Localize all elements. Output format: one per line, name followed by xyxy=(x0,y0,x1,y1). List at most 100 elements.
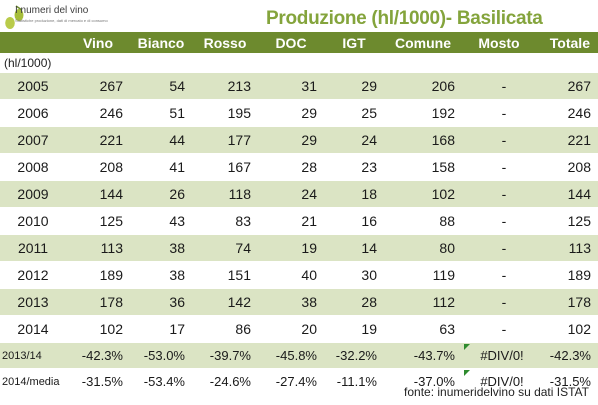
value-cell: #DIV/0! xyxy=(462,342,536,369)
page-title: Produzione (hl/1000)- Basilicata xyxy=(266,8,543,29)
value-cell: 151 xyxy=(192,261,258,289)
value-cell: 213 xyxy=(192,72,258,100)
value-cell: 51 xyxy=(130,99,192,127)
value-cell: -37.0% xyxy=(384,368,462,394)
value-cell: -42.3% xyxy=(536,342,598,369)
value-cell: 83 xyxy=(192,207,258,235)
table-row: 2014 102 17 86 20 19 63-102 xyxy=(0,315,598,343)
grape-logo-icon xyxy=(5,5,24,29)
value-cell: 178 xyxy=(66,288,130,316)
value-cell: 167 xyxy=(192,153,258,181)
value-cell: 44 xyxy=(130,126,192,154)
source-note: fonte: inumeridelvino su dati ISTAT xyxy=(404,385,589,399)
row-label-cell: 2006 xyxy=(0,99,66,127)
value-cell: 119 xyxy=(384,261,462,289)
value-cell: - xyxy=(462,207,536,235)
logo-title: I numeri del vino xyxy=(15,5,89,16)
column-header: DOC xyxy=(258,32,324,53)
value-cell: -32.2% xyxy=(324,342,384,369)
value-cell: 102 xyxy=(536,315,598,343)
value-cell: 118 xyxy=(192,180,258,208)
error-value: #DIV/0! xyxy=(480,348,524,363)
table-row: 2011 113 38 74 19 14 80-113 xyxy=(0,234,598,262)
column-header: Bianco xyxy=(130,32,192,53)
value-cell: 63 xyxy=(384,315,462,343)
value-cell: 125 xyxy=(536,207,598,235)
value-cell: 168 xyxy=(384,126,462,154)
value-cell: 221 xyxy=(536,126,598,154)
error-indicator-icon xyxy=(464,344,470,350)
value-cell: 19 xyxy=(324,315,384,343)
value-cell: 14 xyxy=(324,234,384,262)
column-header: Vino xyxy=(66,32,130,53)
value-cell: 206 xyxy=(384,72,462,100)
value-cell: 36 xyxy=(130,288,192,316)
value-cell: 54 xyxy=(130,72,192,100)
value-cell: - xyxy=(462,99,536,127)
unit-row: (hl/1000) xyxy=(0,53,598,73)
value-cell: 26 xyxy=(130,180,192,208)
table-row: 2012 189 38 151 40 30 119-189 xyxy=(0,261,598,289)
change-row: 2013/14 -42.3% -53.0% -39.7% -45.8% -32.2% -43… xyxy=(0,342,598,369)
value-cell: -31.5% xyxy=(536,368,598,394)
value-cell: - xyxy=(462,234,536,262)
value-cell: -11.1% xyxy=(324,368,384,394)
value-cell: 38 xyxy=(258,288,324,316)
value-cell: - xyxy=(462,315,536,343)
value-cell: - xyxy=(462,72,536,100)
table-row: 2005 267 54 213 31 29 206-267 xyxy=(0,72,598,100)
row-label-cell: 2009 xyxy=(0,180,66,208)
column-header xyxy=(0,32,66,53)
value-cell: 19 xyxy=(258,234,324,262)
value-cell: -27.4% xyxy=(258,368,324,394)
value-cell: 125 xyxy=(66,207,130,235)
value-cell: -24.6% xyxy=(192,368,258,394)
column-header: Mosto xyxy=(462,32,536,53)
value-cell: -43.7% xyxy=(384,342,462,369)
value-cell: - xyxy=(462,261,536,289)
value-cell: -53.0% xyxy=(130,342,192,369)
table-row: 2013 178 36 142 38 28 112-178 xyxy=(0,288,598,316)
value-cell: 113 xyxy=(66,234,130,262)
value-cell: 28 xyxy=(324,288,384,316)
row-label-cell: 2007 xyxy=(0,126,66,154)
column-header: IGT xyxy=(324,32,384,53)
value-cell: 158 xyxy=(384,153,462,181)
table-row: 2007 221 44 177 29 24 168-221 xyxy=(0,126,598,154)
change-row: 2014/media -31.5% -53.4% -24.6% -27.4% -11.1%… xyxy=(0,368,598,394)
value-cell: 21 xyxy=(258,207,324,235)
row-label-cell: 2005 xyxy=(0,72,66,100)
table-row: 2010 125 43 83 21 16 88-125 xyxy=(0,207,598,235)
value-cell: 43 xyxy=(130,207,192,235)
row-label-cell: 2012 xyxy=(0,261,66,289)
value-cell: 20 xyxy=(258,315,324,343)
value-cell: #DIV/0! xyxy=(462,368,536,394)
value-cell: 189 xyxy=(66,261,130,289)
value-cell: 102 xyxy=(66,315,130,343)
value-cell: 29 xyxy=(324,72,384,100)
value-cell: 221 xyxy=(66,126,130,154)
value-cell: 18 xyxy=(324,180,384,208)
value-cell: 80 xyxy=(384,234,462,262)
value-cell: 192 xyxy=(384,99,462,127)
table-row: 2009 144 26 118 24 18 102-144 xyxy=(0,180,598,208)
value-cell: 267 xyxy=(66,72,130,100)
value-cell: 30 xyxy=(324,261,384,289)
value-cell: 24 xyxy=(324,126,384,154)
value-cell: 208 xyxy=(536,153,598,181)
value-cell: -45.8% xyxy=(258,342,324,369)
column-header: Comune xyxy=(384,32,462,53)
header-row: Vino Bianco Rosso DOC IGT Comune Mosto T… xyxy=(0,32,598,53)
value-cell: 246 xyxy=(536,99,598,127)
row-label-cell: 2014 xyxy=(0,315,66,343)
row-label-cell: 2013 xyxy=(0,288,66,316)
value-cell: 25 xyxy=(324,99,384,127)
table-row: 2008 208 41 167 28 23 158-208 xyxy=(0,153,598,181)
value-cell: 29 xyxy=(258,99,324,127)
unit-label: (hl/1000) xyxy=(4,55,52,70)
value-cell: 189 xyxy=(536,261,598,289)
value-cell: 195 xyxy=(192,99,258,127)
value-cell: 102 xyxy=(384,180,462,208)
value-cell: 113 xyxy=(536,234,598,262)
value-cell: -42.3% xyxy=(66,342,130,369)
